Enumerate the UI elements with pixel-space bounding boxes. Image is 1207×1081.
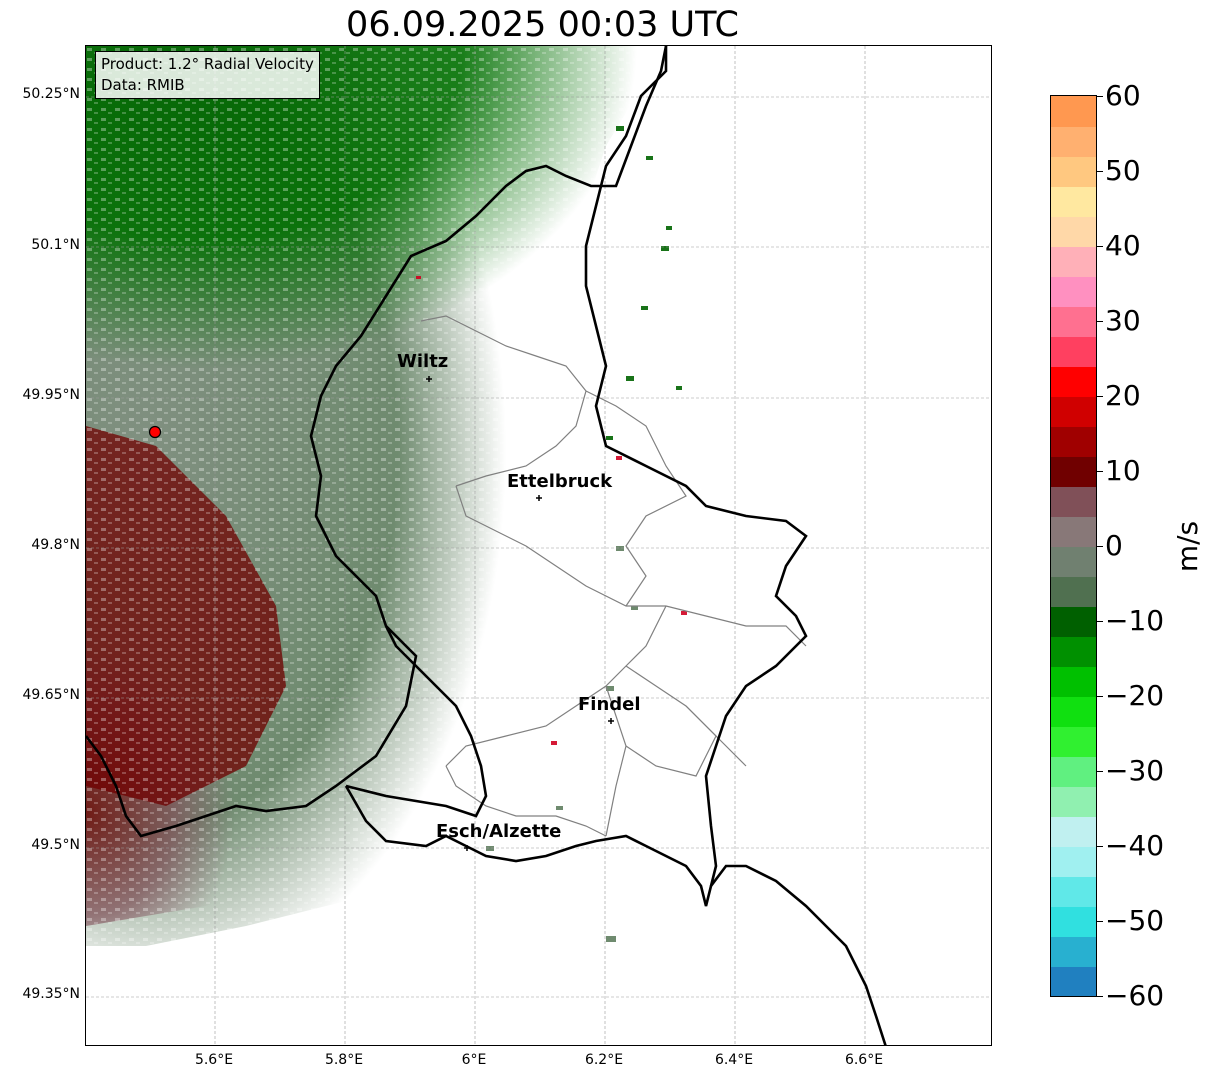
radar-echo-layer [86,46,687,946]
colorbar-tick-mark [1097,996,1103,997]
colorbar-tick-label: 20 [1105,379,1141,412]
colorbar-swatch [1051,456,1096,487]
colorbar-swatch [1051,786,1096,817]
lon-tick: 5.8°E [324,1052,364,1068]
colorbar-unit-label: m/s [1171,520,1205,573]
colorbar-tick-label: −60 [1105,979,1165,1012]
national-borders [86,46,887,1045]
colorbar-tick-mark [1097,621,1103,622]
colorbar-swatch [1051,816,1096,847]
colorbar-tick-mark [1097,96,1103,97]
product-label: Product: 1.2° Radial Velocity [101,55,314,73]
colorbar-tick-label: 30 [1105,304,1141,337]
graticule [86,46,991,1045]
city-label-ettelbruck: Ettelbruck [507,471,613,492]
radar-map-svg [86,46,991,1045]
colorbar-swatch [1051,426,1096,457]
colorbar-swatch [1051,636,1096,667]
colorbar-tick-label: 0 [1105,529,1123,562]
colorbar-swatch [1051,846,1096,877]
colorbar-swatch [1051,156,1096,187]
city-label-wiltz: Wiltz [397,351,449,372]
colorbar-tick-mark [1097,471,1103,472]
colorbar-tick-mark [1097,321,1103,322]
lat-tick: 49.95°N [22,387,80,403]
colorbar-tick-label: −50 [1105,904,1165,937]
radar-site-marker[interactable] [148,425,162,439]
colorbar-swatch [1051,246,1096,277]
colorbar-tick-mark [1097,246,1103,247]
lat-tick: 49.65°N [22,687,80,703]
lat-tick: 50.1°N [31,237,80,253]
colorbar-swatch [1051,726,1096,757]
lat-tick: 49.35°N [22,986,80,1002]
colorbar-swatch [1051,576,1096,607]
canton-boundaries [420,315,807,837]
colorbar-tick-mark [1097,921,1103,922]
colorbar-tick-label: 60 [1105,79,1141,112]
colorbar-tick-mark [1097,396,1103,397]
lat-tick: 49.5°N [31,837,80,853]
colorbar-swatch [1051,336,1096,367]
colorbar-tick-mark [1097,546,1103,547]
colorbar-swatch [1051,666,1096,697]
colorbar-swatch [1051,906,1096,937]
colorbar-swatch [1051,486,1096,517]
colorbar-swatch [1051,276,1096,307]
colorbar-swatch [1051,606,1096,637]
colorbar-swatch [1051,306,1096,337]
colorbar-swatch [1051,396,1096,427]
city-label-findel: Findel [578,694,641,715]
colorbar-swatch [1051,126,1096,157]
colorbar-swatch [1051,696,1096,727]
colorbar-tick-label: −10 [1105,604,1165,637]
colorbar-tick-label: −20 [1105,679,1165,712]
radar-map[interactable] [85,45,992,1046]
colorbar-swatch [1051,936,1096,967]
city-label-esch-alzette: Esch/Alzette [436,821,562,842]
colorbar-tick-mark [1097,171,1103,172]
lon-tick: 6.6°E [844,1052,884,1068]
colorbar-tick-label: 40 [1105,229,1141,262]
lon-tick: 6°E [461,1052,487,1068]
colorbar-swatch [1051,756,1096,787]
colorbar-swatch [1051,96,1096,127]
colorbar-swatch [1051,876,1096,907]
colorbar-swatch [1051,366,1096,397]
colorbar-tick-label: −40 [1105,829,1165,862]
colorbar-tick-label: −30 [1105,754,1165,787]
data-source-label: Data: RMIB [101,76,185,94]
lat-tick: 50.25°N [22,86,80,102]
product-info-box: Product: 1.2° Radial Velocity Data: RMIB [95,51,320,99]
colorbar-tick-mark [1097,846,1103,847]
colorbar-swatch [1051,216,1096,247]
map-title: 06.09.2025 00:03 UTC [346,5,739,45]
colorbar-swatch [1051,516,1096,547]
colorbar-tick-mark [1097,696,1103,697]
colorbar-swatch [1051,186,1096,217]
lon-tick: 6.4°E [714,1052,754,1068]
colorbar-swatch [1051,966,1096,996]
lon-tick: 5.6°E [194,1052,234,1068]
lat-tick: 49.8°N [31,537,80,553]
colorbar-swatch [1051,546,1096,577]
colorbar-tick-mark [1097,771,1103,772]
colorbar [1050,95,1097,997]
colorbar-tick-label: 50 [1105,154,1141,187]
colorbar-tick-label: 10 [1105,454,1141,487]
city-markers [426,376,614,851]
lon-tick: 6.2°E [584,1052,624,1068]
